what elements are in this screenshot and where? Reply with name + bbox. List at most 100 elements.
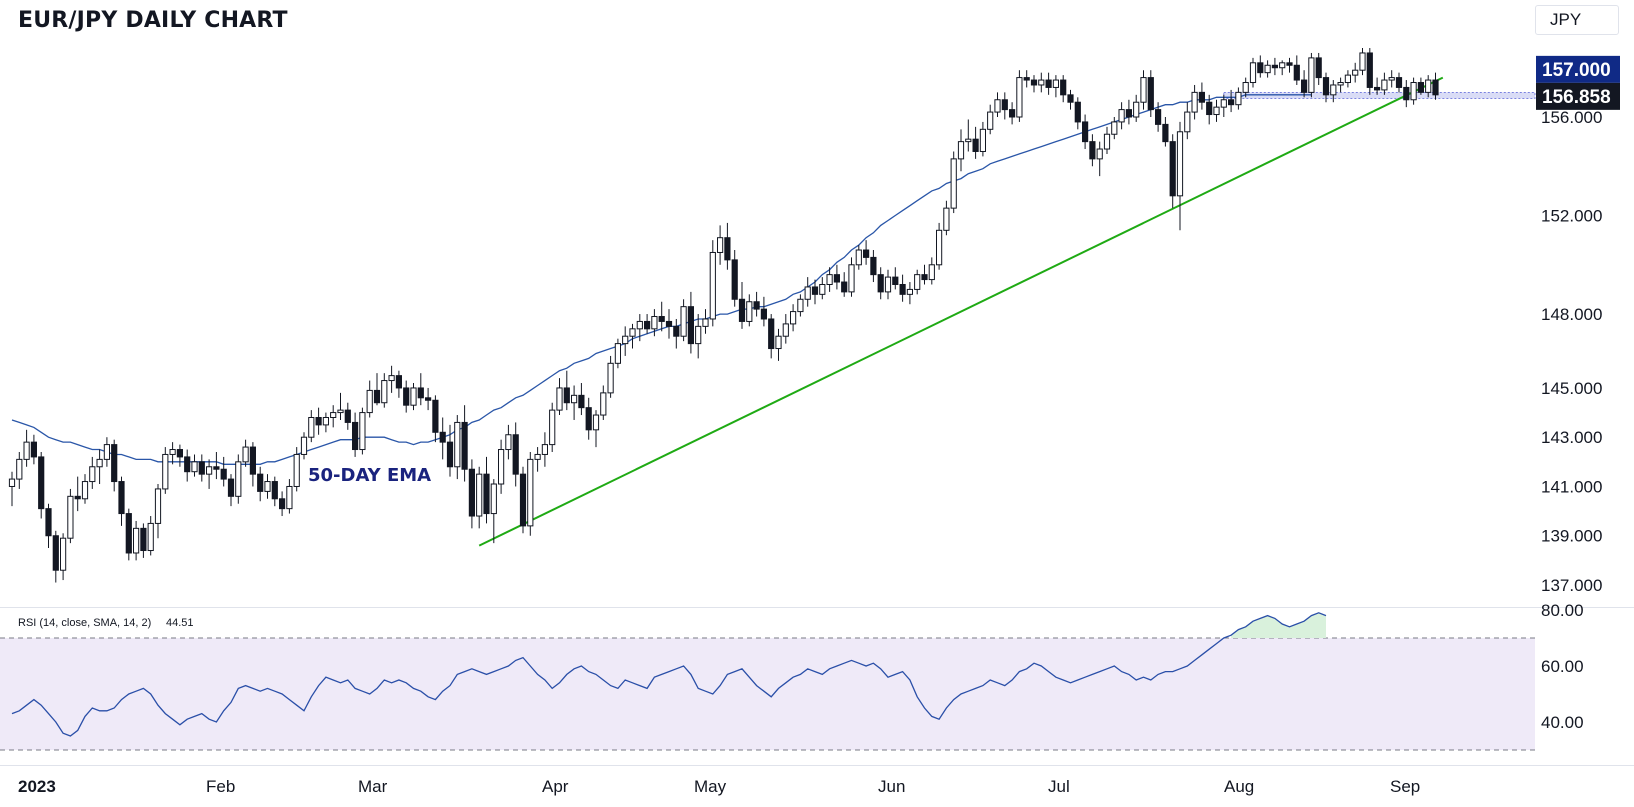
candle-body-down [665,320,673,327]
candle [899,274,906,302]
chart-title: EUR/JPY DAILY CHART [18,8,288,33]
candle-body-down [578,394,585,409]
candle-body-down [220,468,227,480]
candle-body-up [162,453,169,490]
candle [125,508,132,561]
candle-body-down [1293,64,1300,81]
candle [330,405,337,428]
candle-body-up [592,414,600,431]
candle-body-up [1118,109,1125,123]
candle [395,370,402,398]
candle-body-up [454,421,461,468]
candle-body-up [855,249,862,266]
candle-body-up [1381,79,1388,91]
rsi-tick-label-2: 40.00 [1541,713,1584,732]
candle [863,240,870,265]
candle [322,412,329,433]
candle [592,410,600,448]
candle [673,318,680,349]
time-label-7: Aug [1224,777,1254,796]
candle-body-down [344,409,351,423]
candle [1242,77,1249,98]
price-badge-0 [1536,55,1620,83]
candle-body-up [286,485,293,510]
candle-body-down [483,473,490,515]
candle-body-up [1388,77,1395,81]
candle [1162,117,1169,147]
candle [1264,60,1271,78]
candle-body-down [352,421,359,451]
candle [1045,72,1052,95]
candle-body-down [198,461,205,475]
time-label-6: Jul [1048,777,1070,796]
candle [111,439,118,492]
candle [1432,72,1439,100]
candle [607,355,614,398]
candle-body-up [819,283,826,295]
candle [1352,62,1359,83]
candle-body-down [658,316,665,322]
candle [709,240,716,327]
candle [731,250,738,307]
candle [600,385,607,420]
candle [1293,55,1300,85]
candle-body-down [1169,141,1176,197]
candle-body-down [184,456,191,473]
candle [1213,99,1220,122]
candle-body-up [89,466,96,483]
candle [381,373,388,408]
candle [534,447,541,472]
candle [1308,52,1315,98]
candle [1403,80,1410,108]
candle [220,456,227,487]
candle [147,516,154,556]
candle-body-up [928,264,935,281]
candle-body-down [1001,99,1008,111]
candle-body-up [790,311,797,325]
support-zone [1223,91,1536,99]
candle [826,267,833,292]
candle-body-up [1191,91,1198,113]
candle [753,291,760,317]
time-label-5: Jun [878,777,905,796]
candle [206,459,213,489]
ema-50-line [11,94,1312,465]
candle-body-up [1096,148,1103,160]
candle-body-down [52,535,59,571]
candle-body-down [1417,82,1425,93]
candle-body-down [118,481,125,515]
candle [987,104,994,135]
candle-body-up [505,434,512,451]
candle [892,267,899,290]
candle-body-down [512,434,519,475]
rsi-overbought-fill [1231,612,1326,638]
candle [30,434,37,465]
candle [972,126,979,159]
candle [1016,70,1023,122]
candle [622,326,629,356]
candle-body-up [191,461,198,473]
candle [921,264,928,285]
candle [45,503,52,549]
candle-body-down [644,320,651,330]
candle [154,484,162,539]
candle [96,449,103,485]
candle [1030,75,1038,93]
candle-body-down [249,446,257,475]
candle-body-down [111,444,118,483]
candle-body-up [1133,101,1140,118]
candle-body-down [1271,64,1279,69]
candle [366,380,373,418]
candle [432,395,439,443]
candle-body-down [921,274,928,281]
candle [1009,102,1016,125]
candle [461,405,468,482]
candle [352,412,359,457]
candle-body-up [490,483,497,515]
candle [1184,102,1191,140]
candle [1279,60,1286,76]
currency-selector[interactable]: JPY [1535,5,1619,35]
candle-body-down [38,456,45,510]
candle [286,479,293,514]
